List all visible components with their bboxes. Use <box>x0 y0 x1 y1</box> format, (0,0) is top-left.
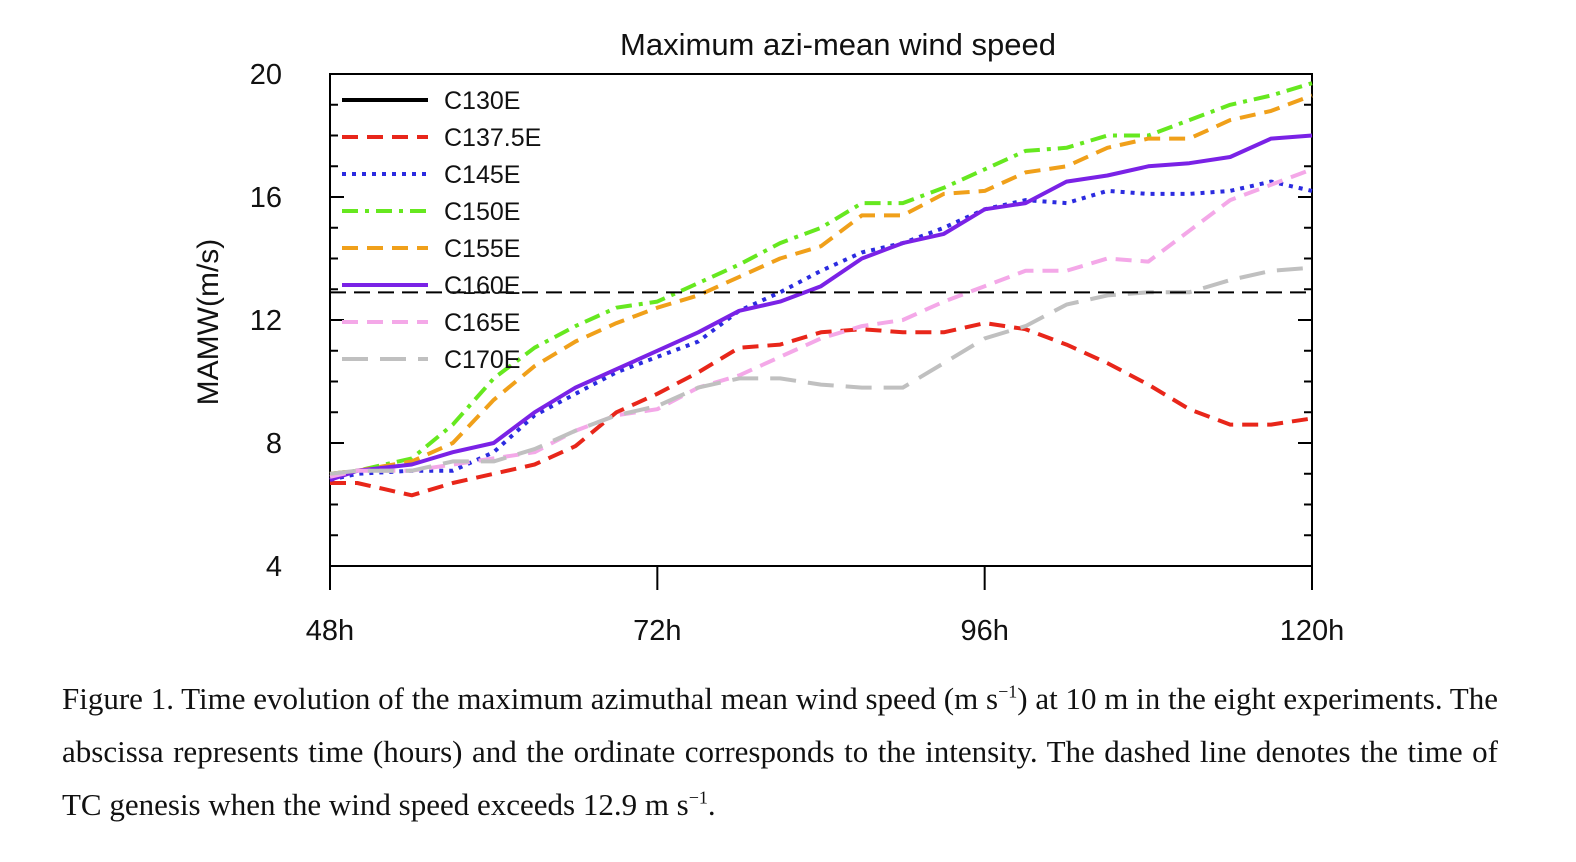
legend-label: C170E <box>444 346 520 374</box>
caption-text-1: Figure 1. Time evolution of the maximum … <box>62 681 999 716</box>
x-tick-label: 48h <box>306 615 354 647</box>
series-line-C155E <box>329 93 1313 476</box>
legend-label: C137.5E <box>444 124 541 152</box>
legend-label: C165E <box>444 309 520 337</box>
y-tick-label: 16 <box>250 182 282 214</box>
caption-superscript-2: −1 <box>688 787 708 808</box>
y-tick-label: 20 <box>250 59 282 91</box>
chart-title: Maximum azi-mean wind speed <box>620 27 1056 62</box>
legend: C130E C137.5E C145E C150E C155E C160E C165E C17… <box>342 87 541 374</box>
series-line-C150E <box>329 81 1313 476</box>
series-line-C165E <box>329 167 1313 479</box>
x-tick-label: 96h <box>960 615 1008 647</box>
series-line-C160E <box>329 133 1313 482</box>
caption-text-2: ) at 10 m in the eight experiments. The … <box>62 681 1499 822</box>
legend-label: C150E <box>444 198 520 226</box>
figure-caption: Figure 1. Time evolution of the maximum … <box>62 672 1498 831</box>
y-tick-label: 4 <box>266 551 282 583</box>
x-tick-label: 120h <box>1280 615 1345 647</box>
plot-area: 4 8 12 16 20 48h 72h 96h 120h <box>250 59 1345 647</box>
y-tick-label: 12 <box>250 305 282 337</box>
x-tick-label: 72h <box>633 615 681 647</box>
legend-label: C160E <box>444 272 520 300</box>
caption-superscript-1: −1 <box>998 681 1018 702</box>
y-axis-label: MAMW(m/s) <box>192 239 225 406</box>
legend-label: C155E <box>444 235 520 263</box>
line-chart: Maximum azi-mean wind speed MAMW(m/s) 48… <box>192 27 1345 647</box>
y-tick-label: 8 <box>266 428 282 460</box>
legend-label: C130E <box>444 87 520 115</box>
series-line-C137.5E <box>330 321 1313 498</box>
caption-text-3: . <box>707 787 716 822</box>
legend-label: C145E <box>444 161 520 189</box>
